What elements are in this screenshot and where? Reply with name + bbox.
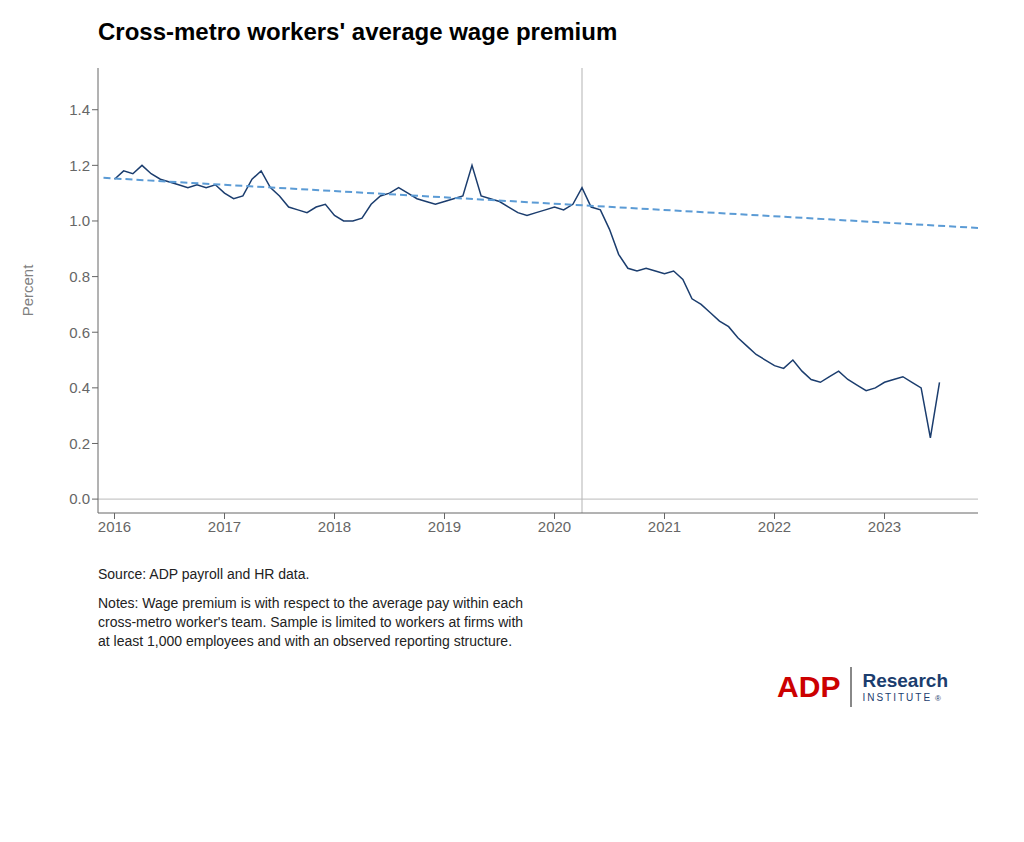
svg-text:1.2: 1.2 [69,157,90,174]
svg-text:2021: 2021 [648,518,681,535]
svg-text:2019: 2019 [428,518,461,535]
svg-text:2016: 2016 [98,518,131,535]
svg-text:0.4: 0.4 [69,379,90,396]
svg-text:2022: 2022 [758,518,791,535]
html-text:INSTITUTE ®: INSTITUTE ® [862,692,943,704]
svg-text:0.0: 0.0 [69,490,90,507]
html-text:ADP: ADP [777,669,841,703]
svg-text:0.6: 0.6 [69,324,90,341]
svg-text:0.2: 0.2 [69,435,90,452]
html-text:Notes: Wage premium is with re: Notes: Wage premium is with respect to t… [98,595,524,649]
svg-text:Percent: Percent [19,264,36,317]
svg-text:1.4: 1.4 [69,101,90,118]
svg-text:2023: 2023 [868,518,901,535]
svg-text:2017: 2017 [208,518,241,535]
svg-text:0.8: 0.8 [69,268,90,285]
svg-text:1.0: 1.0 [69,212,90,229]
html-text:Research: Research [862,670,948,692]
svg-text:2020: 2020 [538,518,571,535]
html-text:Cross-metro workers' average w: Cross-metro workers' average wage premiu… [98,18,618,45]
svg-text:2018: 2018 [318,518,351,535]
html-text:Source: ADP payroll and HR dat: Source: ADP payroll and HR data. [98,566,310,582]
